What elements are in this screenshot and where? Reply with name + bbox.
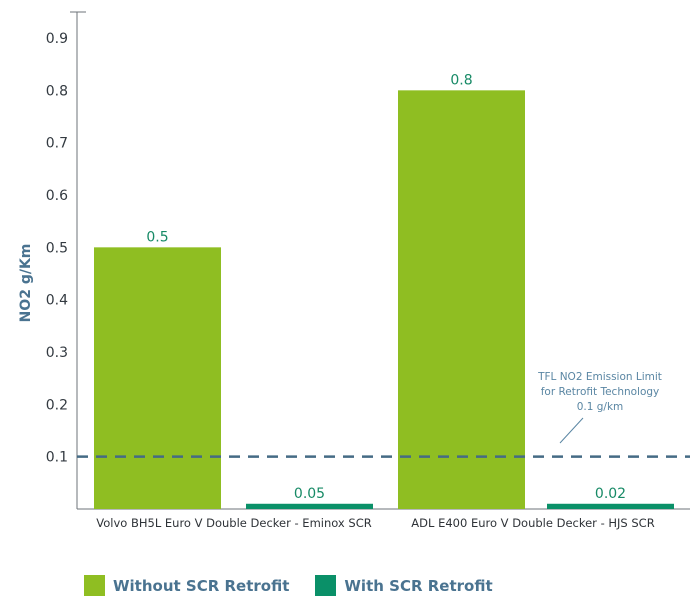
y-tick-label: 0.9 <box>46 31 68 47</box>
emission-limit-annotation: TFL NO2 Emission Limit for Retrofit Techn… <box>537 371 662 413</box>
annotation-line: TFL NO2 Emission Limit <box>537 371 662 383</box>
data-label: 0.8 <box>450 72 472 88</box>
y-axis-label: NO2 g/Km <box>18 244 34 323</box>
legend: Without SCR Retrofit With SCR Retrofit <box>84 575 519 596</box>
bar-chart: NO2 g/Km 0.1 0.2 0.3 0.4 0.5 0.6 0.7 0.8 0.9 0.5… <box>18 11 690 530</box>
y-tick-label: 0.4 <box>46 293 68 309</box>
y-tick-label: 0.5 <box>46 240 68 256</box>
annotation-line: for Retrofit Technology <box>541 386 660 398</box>
data-labels: 0.5 0.05 0.8 0.02 <box>146 72 626 501</box>
legend-swatch-without-scr <box>84 575 105 596</box>
y-axis-ticks: 0.1 0.2 0.3 0.4 0.5 0.6 0.7 0.8 0.9 <box>46 31 68 466</box>
bar <box>246 503 373 509</box>
data-label: 0.02 <box>595 486 626 502</box>
y-tick-label: 0.8 <box>46 83 68 99</box>
bar <box>94 247 221 510</box>
legend-item-with-scr: With SCR Retrofit <box>315 575 493 596</box>
data-label: 0.5 <box>146 229 168 245</box>
data-label: 0.05 <box>294 486 325 502</box>
bar <box>398 90 525 509</box>
annotation-line: 0.1 g/km <box>577 401 624 413</box>
x-axis-category-labels: Volvo BH5L Euro V Double Decker - Eminox… <box>96 516 654 530</box>
bar <box>547 503 674 509</box>
annotation-pointer-line <box>559 417 584 444</box>
y-tick-label: 0.1 <box>46 450 68 466</box>
legend-swatch-with-scr <box>315 575 337 596</box>
y-tick-label: 0.2 <box>46 397 68 413</box>
x-category-label: Volvo BH5L Euro V Double Decker - Eminox… <box>96 516 371 530</box>
bars <box>94 90 674 510</box>
x-category-label: ADL E400 Euro V Double Decker - HJS SCR <box>411 516 654 530</box>
y-tick-label: 0.6 <box>46 188 68 204</box>
legend-label-without-scr: Without SCR Retrofit <box>113 576 290 595</box>
legend-item-without-scr: Without SCR Retrofit <box>84 575 289 596</box>
y-tick-label: 0.7 <box>46 136 68 152</box>
y-tick-label: 0.3 <box>46 345 68 361</box>
legend-label-with-scr: With SCR Retrofit <box>344 576 493 595</box>
